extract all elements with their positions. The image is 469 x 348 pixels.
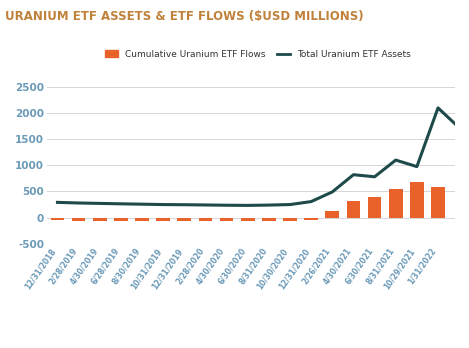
Bar	[220, 218, 234, 221]
Legend: Cumulative Uranium ETF Flows, Total Uranium ETF Assets: Cumulative Uranium ETF Flows, Total Uran…	[101, 46, 415, 63]
Bar	[156, 218, 170, 221]
Bar	[304, 218, 318, 220]
Bar	[431, 187, 445, 218]
Bar	[114, 218, 128, 221]
Bar	[368, 197, 381, 218]
Bar	[72, 218, 85, 221]
Bar	[135, 218, 149, 221]
Bar	[410, 182, 424, 218]
Bar	[389, 189, 402, 218]
Bar	[283, 218, 297, 221]
Bar	[177, 218, 191, 221]
Bar	[198, 218, 212, 221]
Text: URANIUM ETF ASSETS & ETF FLOWS ($USD MILLIONS): URANIUM ETF ASSETS & ETF FLOWS ($USD MIL…	[5, 10, 363, 23]
Bar	[93, 218, 106, 221]
Bar	[347, 201, 360, 218]
Bar	[241, 218, 255, 221]
Bar	[325, 211, 339, 218]
Bar	[51, 218, 64, 220]
Bar	[262, 218, 276, 221]
